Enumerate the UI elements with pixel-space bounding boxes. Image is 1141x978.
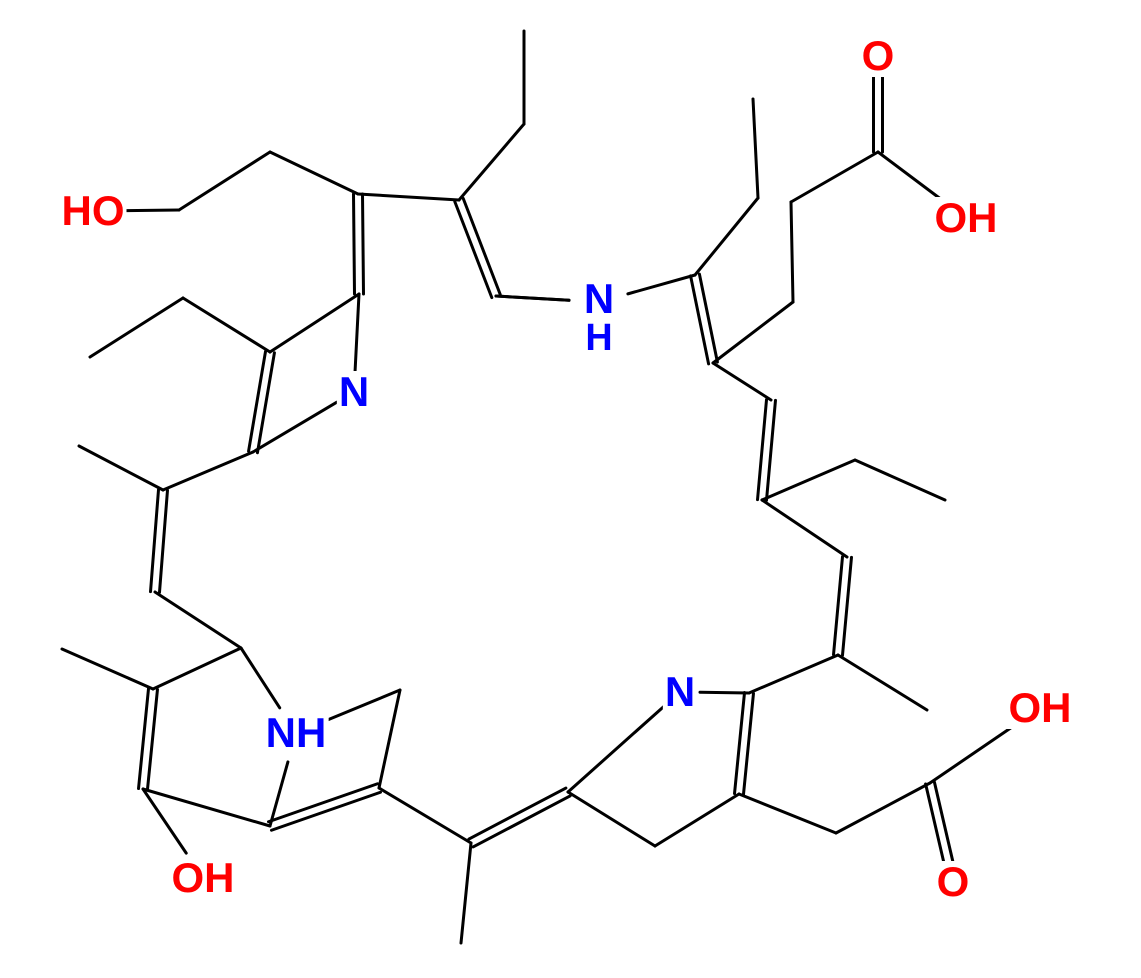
atom-label: O	[935, 861, 972, 903]
atom-label: N	[663, 671, 697, 713]
atom-label: NH	[264, 712, 329, 754]
atom-label: O	[860, 35, 897, 77]
atom-label: OH	[933, 197, 1000, 239]
atom-label: NH	[582, 278, 616, 358]
bond-layer	[0, 0, 1141, 978]
molecule-diagram: O OH OH O OH HO N NH N NH	[0, 0, 1141, 978]
atom-label: N	[337, 371, 371, 413]
atom-label: OH	[170, 857, 237, 899]
atom-label: HO	[60, 190, 127, 232]
atom-label: OH	[1007, 687, 1074, 729]
